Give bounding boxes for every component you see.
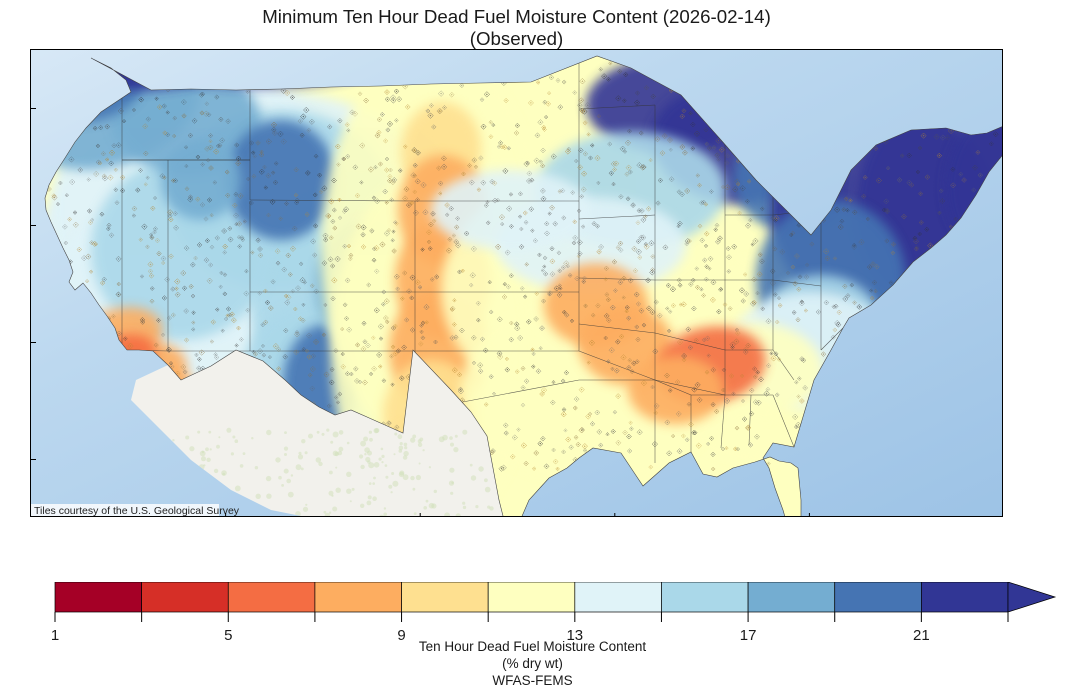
svg-text:Tiles courtesy of the U.S. Geo: Tiles courtesy of the U.S. Geological Su… [34,505,240,517]
